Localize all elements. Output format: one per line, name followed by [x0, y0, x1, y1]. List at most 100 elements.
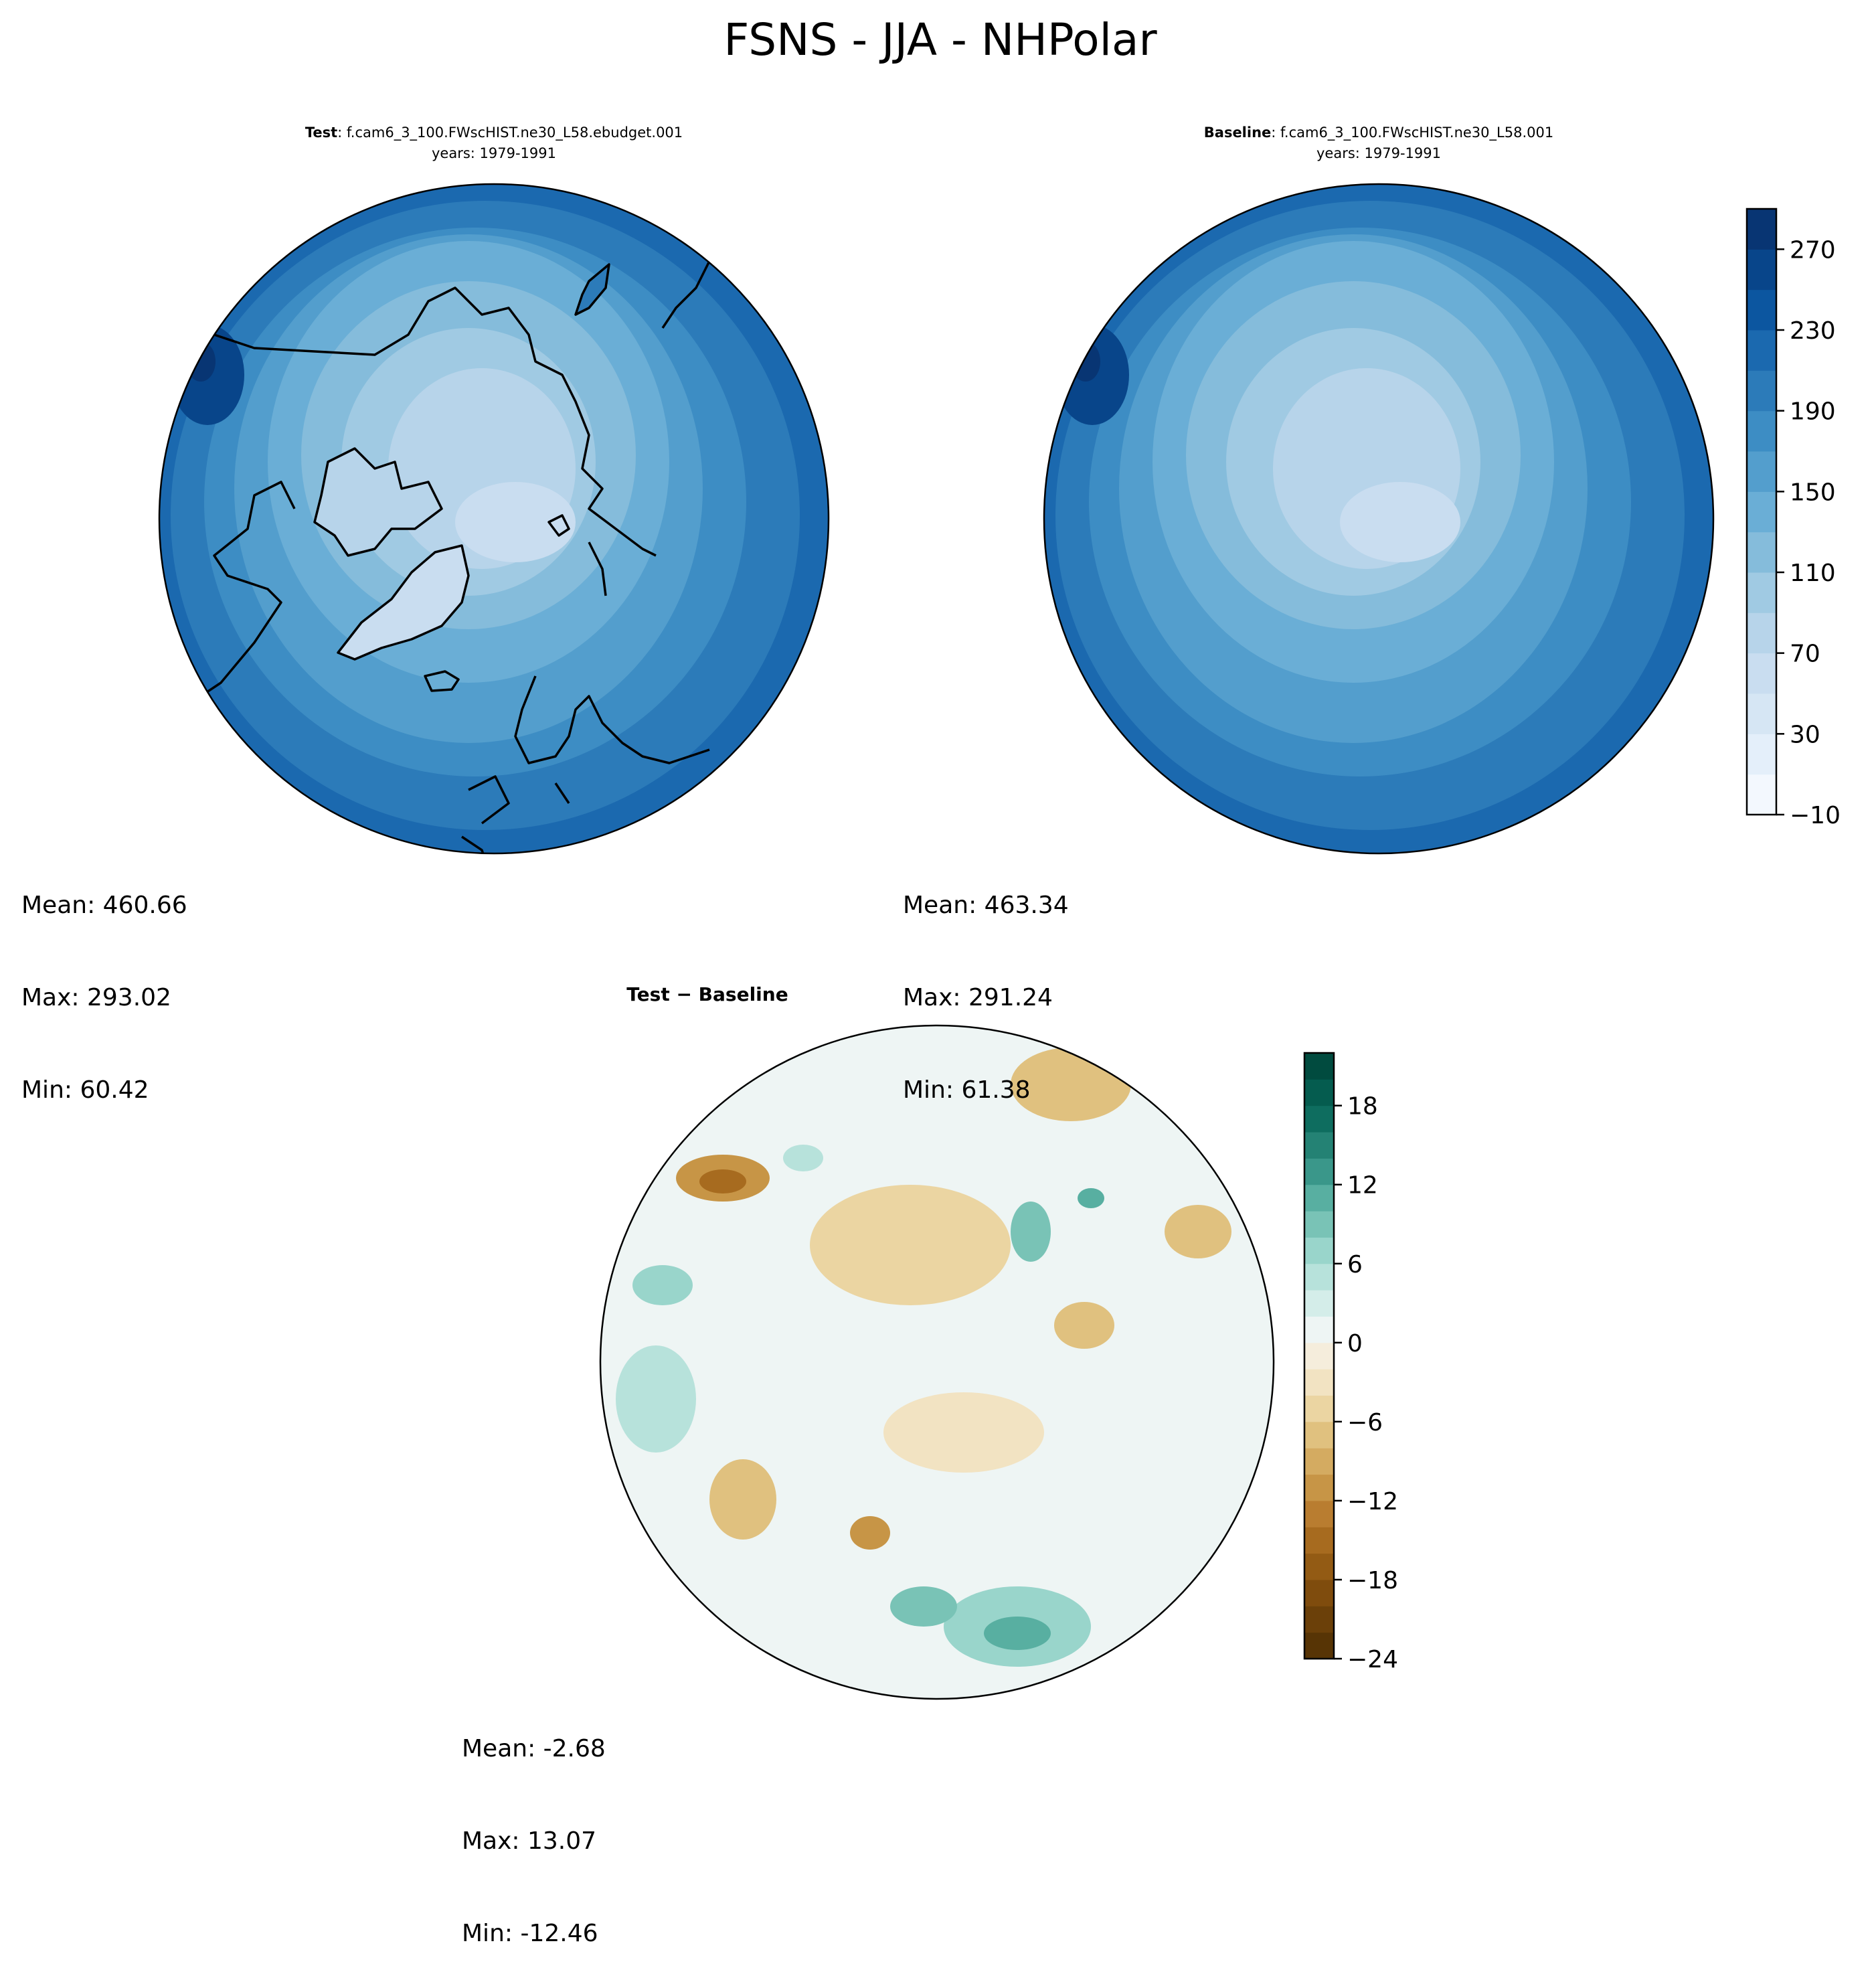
test-polar-map — [159, 184, 829, 853]
test-stat-min: Min: 60.42 — [21, 1076, 149, 1104]
diff-stats: Mean: -2.68 Max: 13.07 Min: -12.46 — [462, 1672, 606, 1980]
diff-colorbar-ticks: 18 12 6 0 −6 −12 −18 −24 — [1334, 1093, 1398, 1673]
diff-colorbar-segment — [1304, 1184, 1334, 1212]
diff-map-green-5 — [1078, 1188, 1104, 1208]
diff-map-green-7 — [783, 1145, 823, 1171]
test-north-america — [200, 286, 657, 697]
test-stat-mean: Mean: 460.66 — [21, 892, 187, 919]
main-colorbar-segment — [1747, 410, 1776, 452]
test-map-band-8 — [455, 482, 576, 562]
diff-map-green-3 — [890, 1586, 957, 1627]
diff-colorbar-frame — [1303, 1052, 1335, 1660]
diff-colorbar-segment — [1304, 1632, 1334, 1659]
main-colorbar-ticks: 270 230 190 150 110 70 30 −10 — [1776, 236, 1841, 829]
main-colorbar-segment — [1747, 734, 1776, 775]
test-panel-subtitle: years: 1979-1991 — [432, 145, 556, 161]
main-colorbar-segment — [1747, 289, 1776, 331]
diff-colorbar-tick-label: 12 — [1347, 1172, 1378, 1200]
diff-colorbar-segment — [1304, 1290, 1334, 1317]
test-stats: Mean: 460.66 Max: 293.02 Min: 60.42 — [21, 829, 187, 1137]
main-colorbar-tick-label: 270 — [1790, 236, 1836, 264]
diff-colorbar-segment — [1304, 1553, 1334, 1580]
baseline-polar-map — [1044, 184, 1713, 853]
main-colorbar-fill — [1747, 209, 1776, 815]
baseline-map-frame — [1043, 183, 1715, 855]
test-kamchatka — [574, 263, 610, 316]
diff-map-brown-5 — [1165, 1205, 1231, 1258]
diff-panel: Test − Baseline — [599, 983, 1275, 1700]
baseline-stat-min: Min: 61.38 — [903, 1076, 1031, 1104]
main-colorbar-segment — [1747, 451, 1776, 492]
diff-stat-max: Max: 13.07 — [462, 1827, 597, 1855]
baseline-panel-title: Baseline: f.cam6_3_100.FWscHIST.ne30_L58… — [1204, 125, 1553, 141]
diff-colorbar-segment — [1304, 1500, 1334, 1528]
diff-map-brown-4 — [1054, 1302, 1114, 1349]
baseline-stat-max: Max: 291.24 — [903, 984, 1053, 1011]
diff-colorbar-tick-label: −24 — [1347, 1646, 1398, 1673]
diff-colorbar-segment — [1304, 1263, 1334, 1291]
main-colorbar-tick-label: 110 — [1790, 560, 1836, 587]
diff-colorbar-tick-label: 6 — [1347, 1251, 1363, 1278]
diff-stat-min: Min: -12.46 — [462, 1920, 598, 1947]
diff-colorbar-tick-label: 0 — [1347, 1330, 1363, 1357]
test-map-darkspot-2 — [186, 341, 216, 382]
test-panel-title: Test: f.cam6_3_100.FWscHIST.ne30_L58.ebu… — [305, 125, 683, 141]
diff-colorbar-tick-label: −12 — [1347, 1488, 1398, 1515]
main-colorbar-tick-label: 190 — [1790, 398, 1836, 426]
test-panel-title-bold: Test — [305, 125, 337, 141]
main-colorbar: 270 230 190 150 110 70 30 −10 — [1745, 208, 1841, 829]
baseline-panel-title-bold: Baseline — [1204, 125, 1272, 141]
main-colorbar-segment — [1747, 653, 1776, 694]
diff-colorbar-tick-label: −6 — [1347, 1409, 1383, 1436]
main-colorbar-segment — [1747, 531, 1776, 573]
diff-colorbar-segment — [1304, 1053, 1334, 1080]
diff-map-green-6 — [632, 1265, 693, 1305]
test-alaska-tip — [661, 260, 711, 329]
baseline-map-darkspot-2 — [1071, 341, 1100, 382]
diff-map-frame — [599, 1024, 1275, 1700]
test-eurasia — [461, 675, 710, 853]
main-colorbar-tick-label: 230 — [1790, 317, 1836, 345]
baseline-panel-subtitle: years: 1979-1991 — [1316, 145, 1441, 161]
diff-panel-title-bold: Test − Baseline — [626, 983, 788, 1005]
test-stat-max: Max: 293.02 — [21, 984, 171, 1011]
main-colorbar-segment — [1747, 249, 1776, 291]
baseline-panel: Baseline: f.cam6_3_100.FWscHIST.ne30_L58… — [1043, 125, 1715, 855]
diff-colorbar-segment — [1304, 1395, 1334, 1422]
figure-title: FSNS - JJA - NHPolar — [723, 14, 1157, 66]
main-colorbar-segment — [1747, 330, 1776, 371]
diff-map-green-1 — [616, 1345, 696, 1453]
diff-colorbar-segment — [1304, 1606, 1334, 1633]
main-colorbar-tick-label: −10 — [1790, 802, 1841, 829]
diff-colorbar-segment — [1304, 1579, 1334, 1606]
diff-panel-title: Test − Baseline — [626, 983, 788, 1005]
baseline-stat-mean: Mean: 463.34 — [903, 892, 1069, 919]
diff-colorbar-segment — [1304, 1448, 1334, 1475]
main-colorbar-segment — [1747, 370, 1776, 412]
diff-map-green-4 — [1011, 1202, 1051, 1262]
test-panel: Test: f.cam6_3_100.FWscHIST.ne30_L58.ebu… — [158, 125, 830, 855]
diff-colorbar-segment — [1304, 1474, 1334, 1501]
diff-polar-map — [600, 1025, 1274, 1699]
main-colorbar-segment — [1747, 774, 1776, 815]
main-colorbar-segment — [1747, 491, 1776, 533]
diff-colorbar-fill — [1304, 1053, 1334, 1659]
main-colorbar-segment — [1747, 612, 1776, 654]
diff-colorbar-segment — [1304, 1316, 1334, 1343]
diff-colorbar-segment — [1304, 1342, 1334, 1370]
main-colorbar-tick-label: 30 — [1790, 721, 1820, 748]
figure-canvas: FSNS - JJA - NHPolar Test: f.cam6_3_100.… — [158, 14, 1841, 1700]
diff-colorbar-segment — [1304, 1211, 1334, 1238]
diff-colorbar-segment — [1304, 1421, 1334, 1449]
diff-colorbar-segment — [1304, 1158, 1334, 1185]
diff-colorbar-segment — [1304, 1079, 1334, 1106]
diff-colorbar-segment — [1304, 1105, 1334, 1133]
test-panel-title-case: : f.cam6_3_100.FWscHIST.ne30_L58.ebudget… — [337, 125, 683, 141]
baseline-stats: Mean: 463.34 Max: 291.24 Min: 61.38 — [903, 829, 1069, 1137]
diff-colorbar-tick-label: −18 — [1347, 1567, 1398, 1594]
diff-colorbar-tick-label: 18 — [1347, 1093, 1378, 1121]
main-colorbar-tick-label: 70 — [1790, 641, 1820, 668]
diff-stat-mean: Mean: -2.68 — [462, 1735, 606, 1762]
diff-colorbar-segment — [1304, 1132, 1334, 1159]
test-svalbard — [547, 514, 570, 537]
